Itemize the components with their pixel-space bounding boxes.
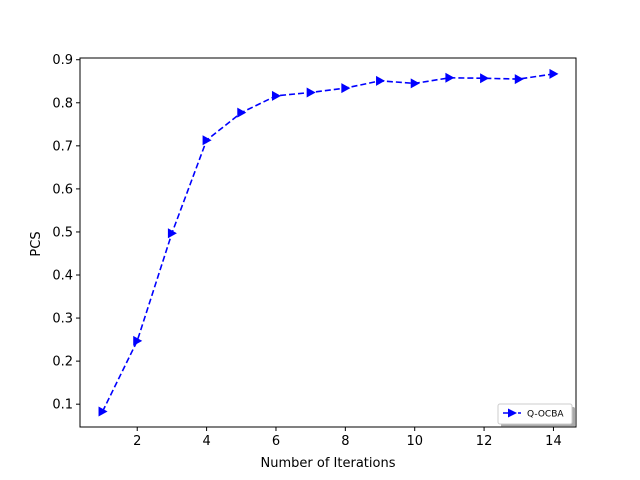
legend-label: Q-OCBA bbox=[527, 410, 564, 420]
data-point bbox=[202, 135, 212, 146]
data-point bbox=[271, 90, 281, 101]
data-point bbox=[549, 68, 559, 79]
y-tick-label: 0.6 bbox=[52, 182, 73, 197]
x-axis-ticks: 2 4 6 8 10 12 14 bbox=[133, 427, 562, 449]
x-axis-label: Number of Iterations bbox=[261, 456, 396, 471]
plot-area bbox=[79, 57, 577, 428]
y-axis-label: PCS bbox=[29, 231, 44, 256]
plot-frame bbox=[79, 57, 577, 428]
x-tick-label: 12 bbox=[476, 434, 493, 449]
x-tick-label: 4 bbox=[202, 434, 210, 449]
y-tick-label: 0.9 bbox=[52, 53, 73, 68]
data-point bbox=[410, 78, 420, 89]
data-point bbox=[341, 83, 351, 94]
legend-box bbox=[497, 403, 573, 425]
y-tick-label: 0.2 bbox=[52, 355, 73, 370]
legend-marker bbox=[508, 408, 517, 418]
data-point bbox=[133, 335, 143, 346]
data-point bbox=[445, 72, 455, 83]
x-tick-label: 10 bbox=[406, 434, 423, 449]
data-point bbox=[306, 87, 316, 98]
x-tick-label: 8 bbox=[341, 434, 349, 449]
x-tick-label: 14 bbox=[545, 434, 562, 449]
y-axis-ticks: 0.1 0.2 0.3 0.4 0.5 0.6 0.7 0.8 0.9 bbox=[52, 53, 80, 413]
y-tick-label: 0.7 bbox=[52, 139, 73, 154]
y-tick-label: 0.4 bbox=[52, 269, 73, 284]
series-line bbox=[101, 73, 554, 412]
data-point bbox=[237, 107, 247, 118]
data-point bbox=[98, 406, 108, 417]
y-tick-label: 0.3 bbox=[52, 312, 73, 327]
data-point bbox=[167, 228, 177, 239]
x-tick-label: 6 bbox=[272, 434, 280, 449]
y-tick-label: 0.8 bbox=[52, 96, 73, 111]
legend: Q-OCBA bbox=[497, 403, 575, 427]
data-point bbox=[514, 74, 524, 85]
y-tick-label: 0.1 bbox=[52, 398, 73, 413]
x-tick-label: 2 bbox=[133, 434, 141, 449]
y-tick-label: 0.5 bbox=[52, 225, 73, 240]
data-point bbox=[376, 75, 386, 86]
data-point bbox=[480, 73, 490, 84]
